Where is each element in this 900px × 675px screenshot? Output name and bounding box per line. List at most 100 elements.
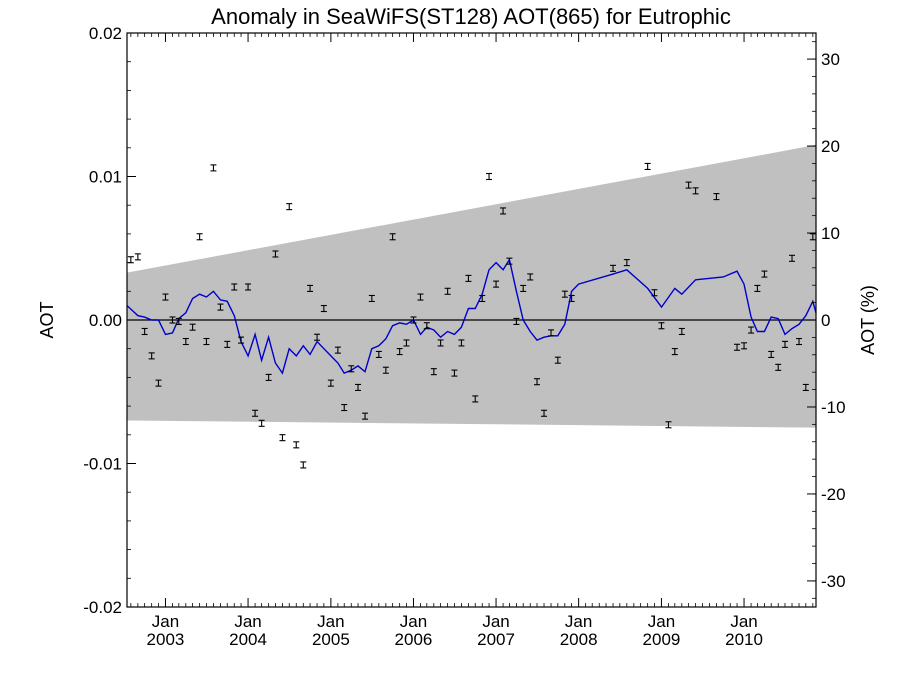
anomaly-point: [348, 365, 355, 373]
x-tick-month-label: Jan: [730, 612, 757, 631]
anomaly-point: [734, 343, 741, 351]
anomaly-point: [417, 293, 424, 301]
anomaly-point: [245, 283, 252, 291]
anomaly-point: [334, 346, 341, 354]
anomaly-point: [162, 293, 169, 301]
anomaly-point: [362, 412, 369, 420]
x-tick-month-label: Jan: [234, 612, 261, 631]
x-tick-month-label: Jan: [482, 612, 509, 631]
anomaly-point: [644, 162, 651, 171]
right-tick-label: -20: [821, 485, 846, 504]
x-tick-month-label: Jan: [648, 612, 675, 631]
anomaly-point: [148, 352, 155, 360]
anomaly-point: [320, 304, 327, 313]
x-tick-year-label: 2004: [229, 630, 267, 649]
anomaly-point: [665, 421, 672, 429]
anomaly-point: [293, 441, 300, 449]
right-tick-label: 0: [821, 311, 830, 330]
anomaly-point: [768, 350, 775, 358]
anomaly-points-layer: [127, 162, 816, 469]
anomaly-point: [155, 379, 162, 387]
left-tick-label: 0.02: [89, 24, 122, 43]
anomaly-point: [651, 289, 658, 297]
x-tick-month-label: Jan: [317, 612, 344, 631]
anomaly-point: [258, 419, 265, 427]
anomaly-point: [678, 327, 685, 336]
anomaly-point: [500, 207, 507, 215]
anomaly-point: [286, 203, 293, 211]
anomaly-point: [796, 337, 803, 346]
anomaly-point: [568, 294, 575, 303]
anomaly-point: [403, 339, 410, 347]
anomaly-point: [307, 284, 314, 292]
anomaly-point: [203, 337, 210, 346]
anomaly-point: [513, 317, 520, 325]
anomaly-point: [265, 373, 272, 381]
anomaly-point: [782, 340, 789, 348]
right-tick-label: 20: [821, 137, 840, 156]
anomaly-point: [486, 172, 493, 181]
uncertainty-band: [127, 144, 816, 428]
anomaly-point: [368, 294, 375, 303]
x-tick-year-label: 2010: [725, 630, 763, 649]
right-tick-label: 30: [821, 50, 840, 69]
anomaly-point: [748, 326, 755, 334]
anomaly-point: [341, 403, 348, 412]
x-tick-year-label: 2009: [643, 630, 681, 649]
x-tick-year-label: 2007: [477, 630, 515, 649]
left-tick-label: 0.01: [89, 168, 122, 187]
anomaly-point: [472, 395, 479, 403]
anomaly-point: [217, 303, 224, 311]
anomaly-point: [741, 342, 748, 350]
x-tick-month-label: Jan: [565, 612, 592, 631]
anomaly-point: [685, 181, 692, 189]
anomaly-point: [224, 340, 231, 348]
anomaly-point: [548, 329, 555, 337]
anomaly-point: [658, 322, 665, 330]
anomaly-point: [410, 316, 417, 324]
uncertainty-band-layer: [127, 144, 816, 428]
anomaly-point: [802, 383, 809, 391]
right-tick-label: -10: [821, 398, 846, 417]
anomaly-point: [196, 233, 203, 241]
anomaly-point: [389, 233, 396, 241]
left-axis: 0.02 0.01 0.00 -0.01 -0.02: [83, 24, 136, 617]
anomaly-point: [754, 284, 761, 292]
anomaly-point: [444, 287, 451, 295]
anomaly-point: [300, 461, 307, 469]
left-tick-label: -0.01: [83, 455, 122, 474]
anomaly-point: [623, 259, 630, 267]
right-tick-label: -30: [821, 572, 846, 591]
anomaly-point: [238, 336, 245, 344]
chart-title: Anomaly in SeaWiFS(ST128) AOT(865) for E…: [211, 4, 731, 29]
anomaly-point: [272, 250, 279, 258]
x-tick-year-label: 2006: [395, 630, 433, 649]
anomaly-point: [430, 368, 437, 376]
anomaly-point: [692, 187, 699, 195]
anomaly-point: [458, 339, 465, 347]
x-axis: Jan2003Jan2004Jan2005Jan2006Jan2007Jan20…: [130, 33, 814, 649]
right-tick-label: 10: [821, 224, 840, 243]
x-tick-month-label: Jan: [400, 612, 427, 631]
anomaly-point: [327, 379, 334, 387]
anomaly-point: [561, 290, 568, 298]
right-axis-title: AOT (%): [858, 285, 878, 355]
anomaly-point: [554, 356, 561, 364]
left-tick-label: 0.00: [89, 311, 122, 330]
x-tick-year-label: 2005: [312, 630, 350, 649]
anomaly-point: [355, 383, 362, 391]
anomaly-point: [451, 369, 458, 377]
anomaly-point: [493, 280, 500, 288]
left-axis-title: AOT: [37, 301, 57, 338]
anomaly-point: [210, 164, 217, 172]
anomaly-point: [465, 274, 472, 282]
anomaly-point: [175, 317, 182, 325]
x-tick-month-label: Jan: [152, 612, 179, 631]
anomaly-point: [252, 409, 259, 417]
anomaly-point: [169, 316, 176, 324]
anomaly-point: [182, 337, 189, 346]
anomaly-point: [396, 348, 403, 356]
anomaly-point: [231, 283, 238, 291]
